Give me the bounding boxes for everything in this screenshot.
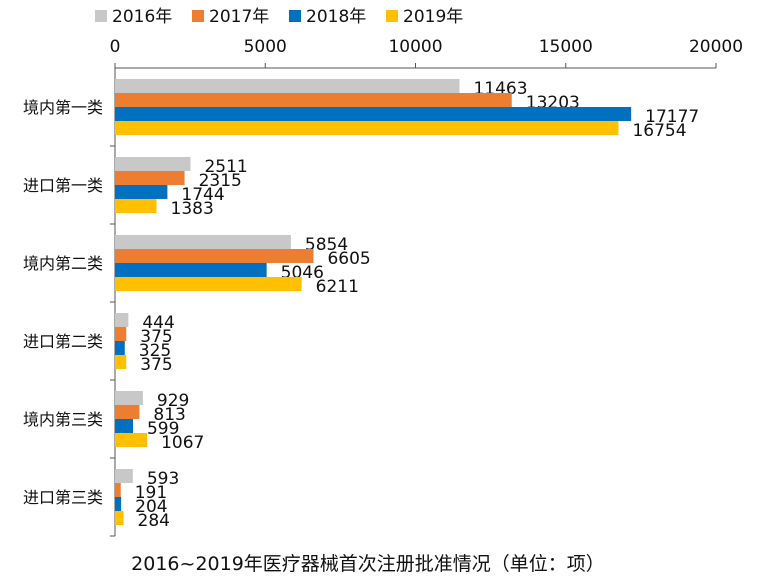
data-label: 1383 <box>171 199 214 219</box>
legend-label: 2018年 <box>306 7 366 27</box>
x-tick-label: 5000 <box>244 37 287 57</box>
category-label: 境内第一类 <box>23 98 103 117</box>
category-label: 进口第一类 <box>23 176 103 195</box>
bar <box>115 511 124 525</box>
bar <box>115 235 291 249</box>
data-label: 375 <box>140 355 172 375</box>
category-label: 境内第二类 <box>23 254 103 273</box>
bar <box>115 157 191 171</box>
bar <box>115 469 133 483</box>
x-tick-label: 15000 <box>539 37 593 57</box>
legend-swatch <box>289 10 301 22</box>
data-label: 2315 <box>199 171 242 191</box>
data-label: 813 <box>153 405 185 425</box>
data-label: 284 <box>138 511 170 531</box>
data-label: 593 <box>147 469 179 489</box>
bar <box>115 199 157 213</box>
data-label: 191 <box>135 483 167 503</box>
data-label: 6211 <box>316 277 359 297</box>
data-label: 1744 <box>181 185 224 205</box>
bar <box>115 419 133 433</box>
bar <box>115 391 143 405</box>
category-label: 进口第二类 <box>23 332 103 351</box>
bar <box>115 497 122 511</box>
bar <box>115 341 125 355</box>
data-label: 16754 <box>632 121 686 141</box>
data-label: 444 <box>142 313 174 333</box>
bar <box>115 327 127 341</box>
x-tick-label: 20000 <box>689 37 743 57</box>
data-label: 929 <box>157 391 189 411</box>
bar <box>115 355 127 369</box>
bar <box>115 107 632 121</box>
category-label: 境内第三类 <box>23 410 103 429</box>
legend-swatch <box>386 10 398 22</box>
bar <box>115 313 129 327</box>
legend-swatch <box>192 10 204 22</box>
data-label: 17177 <box>645 107 699 127</box>
data-label: 204 <box>135 497 167 517</box>
data-label: 599 <box>147 419 179 439</box>
legend-label: 2017年 <box>209 7 269 27</box>
category-label: 进口第三类 <box>23 488 103 507</box>
bar <box>115 171 185 185</box>
data-label: 6605 <box>327 249 370 269</box>
data-label: 325 <box>139 341 171 361</box>
data-label: 1067 <box>161 433 204 453</box>
bar <box>115 263 267 277</box>
legend-label: 2019年 <box>403 7 463 27</box>
data-label: 5854 <box>305 235 348 255</box>
bar <box>115 405 140 419</box>
bar <box>115 121 619 135</box>
data-label: 375 <box>140 327 172 347</box>
data-label: 2511 <box>204 157 247 177</box>
bar <box>115 93 512 107</box>
bar <box>115 277 302 291</box>
legend-swatch <box>95 10 107 22</box>
bar <box>115 249 314 263</box>
bar <box>115 79 460 93</box>
x-tick-label: 0 <box>110 37 121 57</box>
chart-title: 2016~2019年医疗器械首次注册批准情况（单位：项） <box>131 553 605 575</box>
bar <box>115 483 121 497</box>
legend-label: 2016年 <box>112 7 172 27</box>
x-tick-label: 10000 <box>388 37 442 57</box>
bar <box>115 433 148 447</box>
bar <box>115 185 168 199</box>
